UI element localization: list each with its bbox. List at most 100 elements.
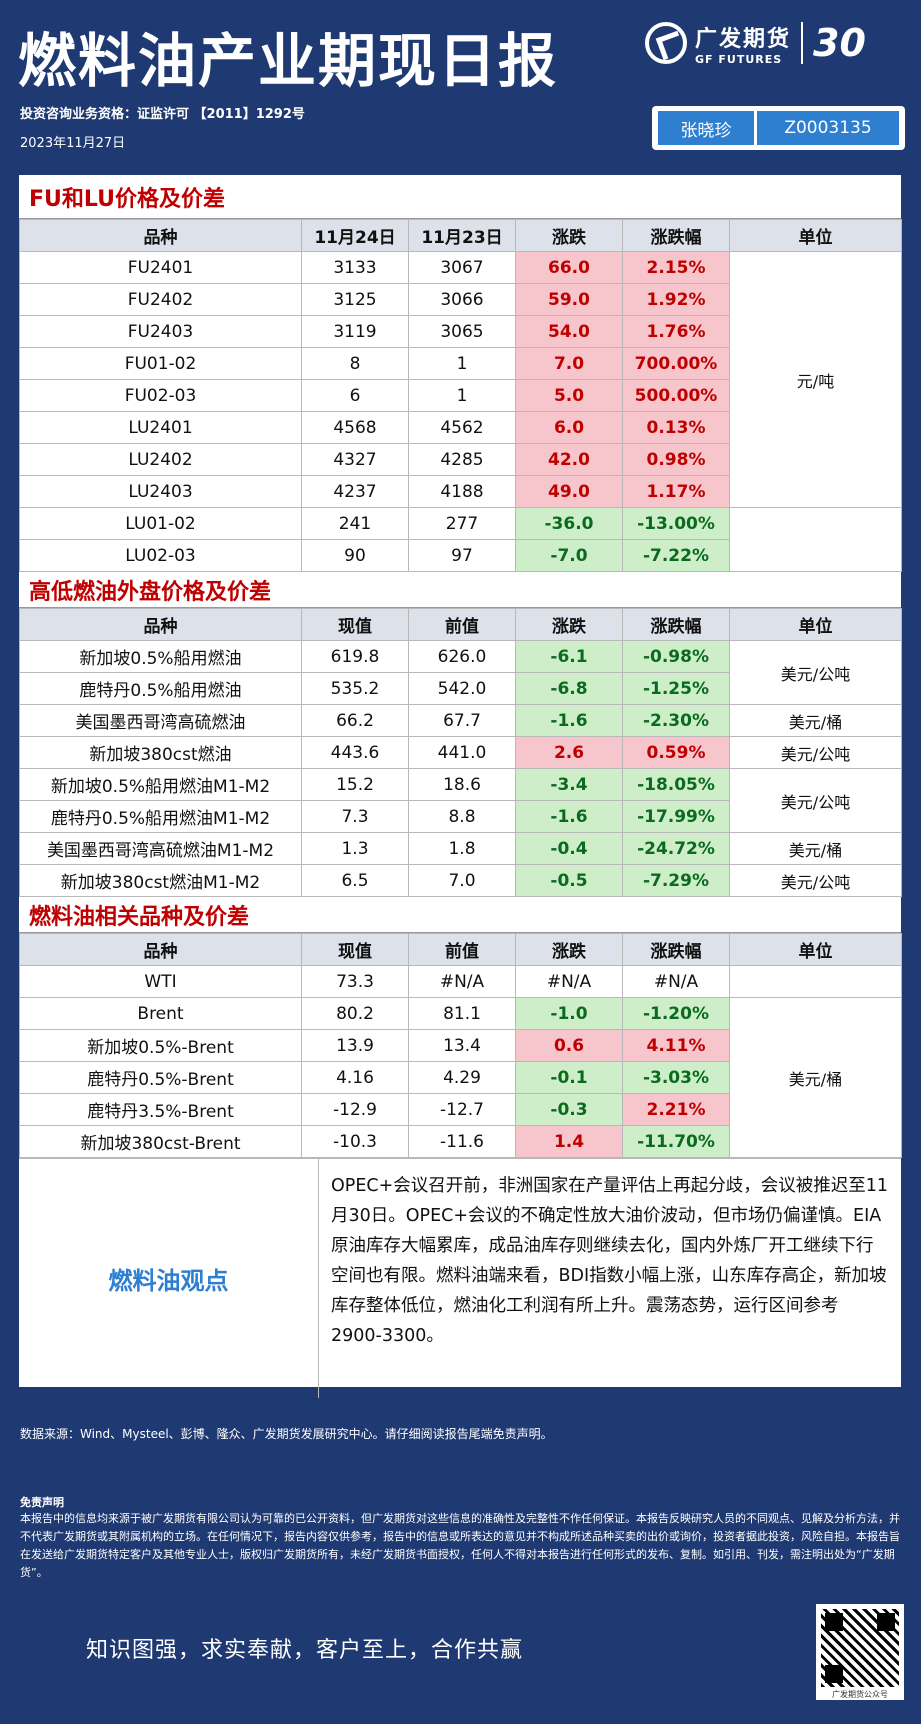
column-header: 11月23日 [408,219,516,252]
change-value: -1.0 [515,997,623,1030]
current-value: -12.9 [301,1093,409,1126]
current-value: 1.3 [301,832,409,865]
change-percent: 700.00% [622,347,730,380]
change-value: 2.6 [515,736,623,769]
current-value: 6 [301,379,409,412]
previous-value: 8.8 [408,800,516,833]
previous-value: 3066 [408,283,516,316]
current-value: 4568 [301,411,409,444]
row-name: FU2401 [19,251,302,284]
table-row: 新加坡380cst燃油 443.6 441.0 2.6 0.59% 美元/公吨 [19,736,902,769]
row-name: 鹿特丹0.5%船用燃油 [19,672,302,705]
row-name: 新加坡0.5%船用燃油 [19,640,302,673]
report-panel: FU和LU价格及价差 品种 11月24日 11月23日 涨跌 涨跌幅 单位 FU2401 3… [19,175,902,1398]
change-percent: -11.70% [622,1125,730,1158]
unit-cell: 美元/桶 [729,704,902,737]
disclaimer-title: 免责声明 [20,1496,64,1509]
author-box: 张晓珍 Z0003135 [652,106,905,150]
change-percent: 0.98% [622,443,730,476]
section3-title: 燃料油相关品种及价差 [19,897,901,933]
column-header: 单位 [729,608,902,641]
opinion-label: 燃料油观点 [19,1159,319,1398]
unit-cell: 美元/桶 [729,832,902,865]
change-value: 1.4 [515,1125,623,1158]
table-row: 新加坡0.5%船用燃油 619.8 626.0 -6.1 -0.98% 美元/公吨 [19,640,902,705]
current-value: 6.5 [301,864,409,897]
row-name: 鹿特丹0.5%-Brent [19,1061,302,1094]
column-header: 品种 [19,933,302,966]
current-value: 3119 [301,315,409,348]
previous-value: -12.7 [408,1093,516,1126]
change-percent: 1.92% [622,283,730,316]
previous-value: 277 [408,507,516,540]
previous-value: 1 [408,347,516,380]
change-value: 5.0 [515,379,623,412]
table-row: 美国墨西哥湾高硫燃油M1-M2 1.3 1.8 -0.4 -24.72% 美元/桶 [19,832,902,865]
change-percent: -1.25% [622,672,730,705]
change-percent: 2.21% [622,1093,730,1126]
previous-value: 4285 [408,443,516,476]
column-header: 涨跌幅 [622,219,730,252]
row-name: FU2402 [19,283,302,316]
change-value: -7.0 [515,539,623,572]
table-header-row: 品种 现值 前值 涨跌 涨跌幅 单位 [19,933,902,966]
column-header: 现值 [301,608,409,641]
change-percent: #N/A [622,965,730,998]
unit-cell: 美元/桶 [729,997,902,1158]
qr-caption: 广发期货公众号 [832,1690,888,1699]
row-name: FU02-03 [19,379,302,412]
current-value: 4237 [301,475,409,508]
previous-value: 3065 [408,315,516,348]
row-name: 鹿特丹3.5%-Brent [19,1093,302,1126]
table-row: LU2403 4237 4188 49.0 1.17% [19,475,902,508]
overseas-table: 品种 现值 前值 涨跌 涨跌幅 单位 新加坡0.5%船用燃油 619.8 626.0 -6.1-… [19,608,902,897]
change-percent: 2.15% [622,251,730,284]
column-header: 现值 [301,933,409,966]
previous-value: 4188 [408,475,516,508]
qr-code[interactable]: 广发期货公众号 [816,1604,904,1700]
current-value: 535.2 [301,672,409,705]
row-name: 美国墨西哥湾高硫燃油M1-M2 [19,832,302,865]
change-value: -6.1 [515,640,623,673]
current-value: 80.2 [301,997,409,1030]
current-value: 619.8 [301,640,409,673]
report-title: 燃料油产业期现日报 [18,27,559,95]
data-sources: 数据来源：Wind、Mysteel、彭博、隆众、广发期货发展研究中心。请仔细阅读… [20,1427,553,1441]
change-percent: -17.99% [622,800,730,833]
report-header: 燃料油产业期现日报 投资咨询业务资格：证监许可 【2011】1292号 2023… [0,0,921,172]
previous-value: 13.4 [408,1029,516,1062]
license-text: 投资咨询业务资格：证监许可 【2011】1292号 [20,107,305,122]
table-row: 鹿特丹0.5%-Brent 4.16 4.29 -0.1 -3.03% [19,1061,902,1094]
previous-value: 441.0 [408,736,516,769]
logo-en-text: GF FUTURES [695,52,783,66]
qr-code-icon [821,1609,899,1687]
change-percent: 0.59% [622,736,730,769]
current-value: 66.2 [301,704,409,737]
unit-cell [729,507,902,572]
change-value: -36.0 [515,507,623,540]
previous-value: 97 [408,539,516,572]
change-percent: -24.72% [622,832,730,865]
column-header: 涨跌 [515,608,623,641]
change-percent: -1.20% [622,997,730,1030]
change-value: 66.0 [515,251,623,284]
current-value: 13.9 [301,1029,409,1062]
row-name: 新加坡0.5%船用燃油M1-M2 [19,768,302,801]
column-header: 涨跌 [515,933,623,966]
change-value: -1.6 [515,704,623,737]
current-value: 3125 [301,283,409,316]
change-value: -0.3 [515,1093,623,1126]
table-row: 新加坡0.5%船用燃油M1-M2 15.2 18.6 -3.4 -18.05% 美元/公吨 [19,768,902,833]
previous-value: -11.6 [408,1125,516,1158]
unit-cell: 美元/公吨 [729,736,902,769]
disclaimer-text: 本报告中的信息均来源于被广发期货有限公司认为可靠的已公开资料，但广发期货对这些信… [20,1512,900,1579]
table-row: 新加坡0.5%-Brent 13.9 13.4 0.6 4.11% [19,1029,902,1062]
change-value: 49.0 [515,475,623,508]
current-value: 73.3 [301,965,409,998]
previous-value: 4562 [408,411,516,444]
table-row: 鹿特丹0.5%船用燃油M1-M2 7.3 8.8 -1.6 -17.99% [19,800,902,833]
unit-cell: 美元/公吨 [729,640,902,705]
unit-cell [729,965,902,998]
change-value: 54.0 [515,315,623,348]
column-header: 涨跌幅 [622,608,730,641]
